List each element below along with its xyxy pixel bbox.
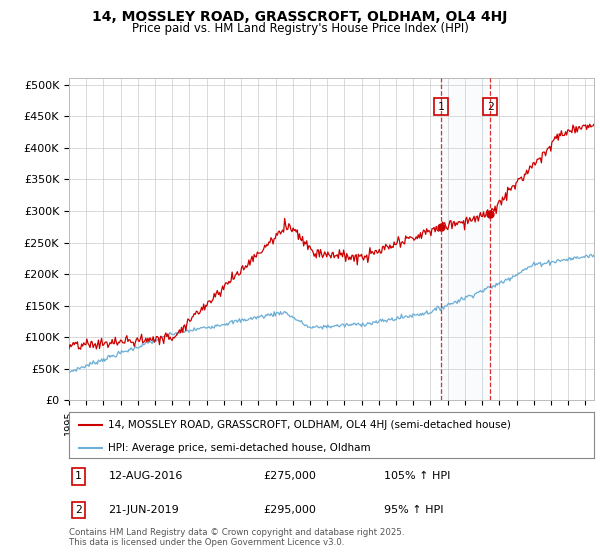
Text: 21-JUN-2019: 21-JUN-2019	[109, 505, 179, 515]
Text: £295,000: £295,000	[263, 505, 316, 515]
Bar	[441, 78, 490, 400]
Text: Price paid vs. HM Land Registry's House Price Index (HPI): Price paid vs. HM Land Registry's House …	[131, 22, 469, 35]
Text: 95% ↑ HPI: 95% ↑ HPI	[384, 505, 443, 515]
Text: 2: 2	[75, 505, 82, 515]
Text: £275,000: £275,000	[263, 472, 316, 482]
Text: 14, MOSSLEY ROAD, GRASSCROFT, OLDHAM, OL4 4HJ (semi-detached house): 14, MOSSLEY ROAD, GRASSCROFT, OLDHAM, OL…	[109, 419, 511, 430]
Text: 12-AUG-2016: 12-AUG-2016	[109, 472, 183, 482]
Text: 105% ↑ HPI: 105% ↑ HPI	[384, 472, 451, 482]
Text: 2: 2	[487, 102, 494, 112]
Text: 1: 1	[75, 472, 82, 482]
Text: Contains HM Land Registry data © Crown copyright and database right 2025.
This d: Contains HM Land Registry data © Crown c…	[69, 528, 404, 547]
Text: 14, MOSSLEY ROAD, GRASSCROFT, OLDHAM, OL4 4HJ: 14, MOSSLEY ROAD, GRASSCROFT, OLDHAM, OL…	[92, 10, 508, 24]
Text: HPI: Average price, semi-detached house, Oldham: HPI: Average price, semi-detached house,…	[109, 443, 371, 453]
Text: 1: 1	[437, 102, 445, 112]
